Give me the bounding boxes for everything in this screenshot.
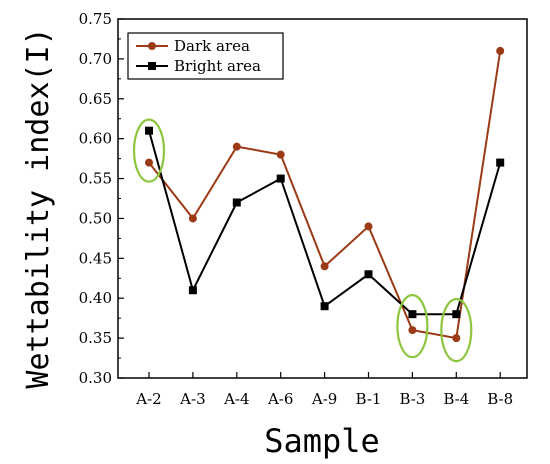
data-point bbox=[452, 334, 461, 343]
y-tick-label: 0.65 bbox=[79, 90, 112, 108]
y-tick-label: 0.70 bbox=[79, 50, 112, 68]
y-tick-label: 0.30 bbox=[79, 369, 112, 387]
legend: Dark area Bright area bbox=[127, 32, 284, 80]
series-line bbox=[148, 50, 502, 340]
series-bright-area bbox=[145, 126, 505, 319]
x-tick-label: A-9 bbox=[311, 390, 337, 408]
x-axis-title: Sample bbox=[264, 422, 380, 460]
legend-marker-dark-area bbox=[148, 42, 156, 50]
legend-marker-bright-area bbox=[148, 62, 156, 70]
data-point bbox=[188, 286, 197, 295]
y-tick-label: 0.50 bbox=[79, 209, 112, 227]
data-point bbox=[408, 310, 417, 319]
series-dark-area bbox=[145, 46, 505, 343]
x-axis-ticks: A-2 A-3 A-4 A-6 A-9 B-1 B-3 B-4 B-8 bbox=[135, 372, 513, 408]
x-tick-label: B-4 bbox=[443, 390, 469, 408]
data-point bbox=[364, 222, 373, 231]
x-tick-label: B-3 bbox=[399, 390, 425, 408]
x-tick-label: A-4 bbox=[223, 390, 249, 408]
data-point bbox=[408, 326, 417, 335]
legend-box bbox=[127, 32, 284, 80]
data-point bbox=[145, 126, 153, 135]
y-tick-label: 0.45 bbox=[79, 249, 112, 267]
y-tick-label: 0.75 bbox=[79, 10, 112, 28]
y-axis-title: Wettability index(I) bbox=[21, 27, 56, 388]
highlight-ellipse bbox=[132, 118, 166, 183]
data-point bbox=[276, 150, 285, 159]
series-line bbox=[148, 130, 502, 316]
x-tick-label: A-6 bbox=[267, 390, 293, 408]
data-point bbox=[232, 142, 241, 151]
data-point bbox=[276, 174, 285, 183]
data-point bbox=[232, 198, 241, 207]
legend-label-dark-area: Dark area bbox=[174, 37, 250, 55]
y-tick-label: 0.55 bbox=[79, 170, 112, 188]
data-point bbox=[364, 270, 373, 279]
data-point bbox=[496, 158, 505, 167]
x-tick-label: A-2 bbox=[135, 390, 161, 408]
series-layer bbox=[145, 46, 505, 343]
y-tick-label: 0.60 bbox=[79, 130, 112, 148]
data-point bbox=[496, 46, 505, 55]
highlight-ellipse bbox=[440, 298, 473, 363]
data-point bbox=[320, 262, 329, 271]
y-tick-label: 0.35 bbox=[79, 329, 112, 347]
data-point bbox=[145, 158, 153, 167]
x-tick-label: B-1 bbox=[356, 390, 382, 408]
y-tick-label: 0.40 bbox=[79, 289, 112, 307]
highlight-ellipse bbox=[396, 294, 429, 359]
legend-label-bright-area: Bright area bbox=[174, 57, 261, 75]
data-point bbox=[320, 302, 329, 311]
x-tick-label: A-3 bbox=[179, 390, 205, 408]
data-point bbox=[188, 214, 197, 223]
data-point bbox=[452, 310, 461, 319]
highlight-layer bbox=[132, 118, 473, 363]
x-tick-label: B-8 bbox=[487, 390, 513, 408]
y-axis-ticks: 0.30 0.35 0.40 0.45 0.50 0.55 0.60 0.65 0.70 0.75 bbox=[79, 10, 124, 387]
